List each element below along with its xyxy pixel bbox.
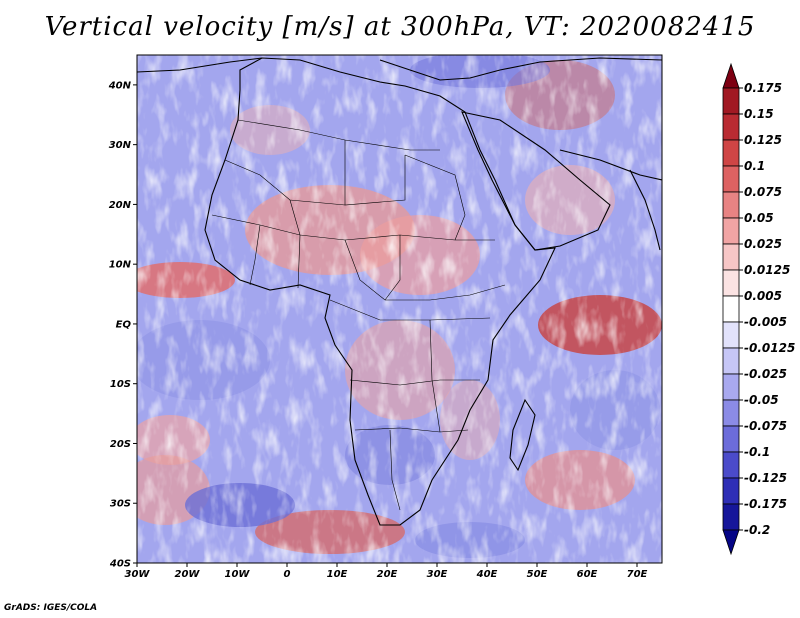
colorbar-label: -0.025	[744, 367, 787, 381]
colorbar-bottom-arrow	[722, 529, 740, 556]
colorbar-label: 0.05	[744, 211, 774, 225]
lon-label: 30E	[427, 569, 448, 580]
lon-label: 70E	[627, 569, 648, 580]
lon-label: 30W	[125, 569, 151, 580]
colorbar-label: 0.1	[744, 159, 765, 173]
plot-frame	[136, 54, 663, 564]
map-title: Vertical velocity [m/s] at 300hPa, VT: 2…	[44, 12, 756, 42]
colorbar	[722, 62, 740, 556]
axis-ticks	[133, 84, 638, 567]
colorbar-label: 0.075	[744, 185, 782, 199]
colorbar-box	[722, 425, 740, 453]
colorbar-box	[722, 165, 740, 193]
lon-label: 0	[284, 569, 291, 580]
colorbar-label: 0.0125	[744, 263, 790, 277]
colorbar-box	[722, 451, 740, 479]
lat-label: 30N	[109, 140, 132, 151]
colorbar-label: -0.075	[744, 419, 787, 433]
lat-label: 40N	[108, 80, 132, 91]
grads-credit: GrADS: IGES/COLA	[4, 603, 98, 613]
colorbar-label: -0.175	[744, 497, 787, 511]
lat-label: EQ	[116, 319, 132, 330]
colorbar-label: -0.125	[744, 471, 787, 485]
colorbar-label: 0.15	[744, 107, 774, 121]
colorbar-box	[722, 139, 740, 167]
colorbar-label: 0.175	[744, 81, 782, 95]
colorbar-box	[722, 373, 740, 401]
lon-label: 20E	[377, 569, 398, 580]
lon-label: 10E	[327, 569, 348, 580]
colorbar-labels: 0.175 0.15 0.125 0.1 0.075 0.05 0.025 0.0125 0.0…	[739, 81, 795, 537]
lon-label: 40E	[476, 569, 498, 580]
colorbar-box	[722, 321, 740, 349]
colorbar-box	[722, 503, 740, 531]
longitude-labels: 30W 20W 10W 0 10E 20E 30E 40E 50E 60E 70E	[125, 569, 648, 580]
lon-label: 20W	[175, 569, 201, 580]
lat-label: 40S	[109, 559, 131, 570]
colorbar-box	[722, 477, 740, 505]
coastlines	[137, 57, 662, 526]
colorbar-box	[722, 87, 740, 115]
colorbar-label: -0.0125	[744, 341, 795, 355]
velocity-field	[137, 55, 662, 563]
lat-label: 30S	[110, 499, 131, 510]
colorbar-box	[722, 113, 740, 141]
lat-label: 10N	[109, 260, 132, 271]
lon-label: 60E	[577, 569, 598, 580]
lat-label: 20N	[109, 200, 132, 211]
colorbar-label: 0.125	[744, 133, 782, 147]
lat-label: 10S	[110, 379, 131, 390]
lon-label: 10W	[225, 569, 251, 580]
lon-label: 50E	[527, 569, 548, 580]
colorbar-box	[722, 399, 740, 427]
colorbar-label: -0.005	[744, 315, 787, 329]
colorbar-box	[722, 269, 740, 297]
colorbar-label: -0.05	[744, 393, 779, 407]
colorbar-label: -0.2	[744, 523, 770, 537]
colorbar-box	[722, 295, 740, 323]
country-borders	[211, 119, 506, 511]
latitude-labels: 40N 30N 20N 10N EQ 10S 20S 30S 40S	[108, 80, 132, 569]
colorbar-box	[722, 347, 740, 375]
lat-label: 20S	[110, 439, 131, 450]
colorbar-box	[722, 191, 740, 219]
colorbar-top-arrow	[722, 62, 740, 89]
colorbar-label: 0.005	[744, 289, 782, 303]
colorbar-box	[722, 243, 740, 271]
colorbar-box	[722, 217, 740, 245]
colorbar-label: 0.025	[744, 237, 782, 251]
colorbar-label: -0.1	[744, 445, 770, 459]
